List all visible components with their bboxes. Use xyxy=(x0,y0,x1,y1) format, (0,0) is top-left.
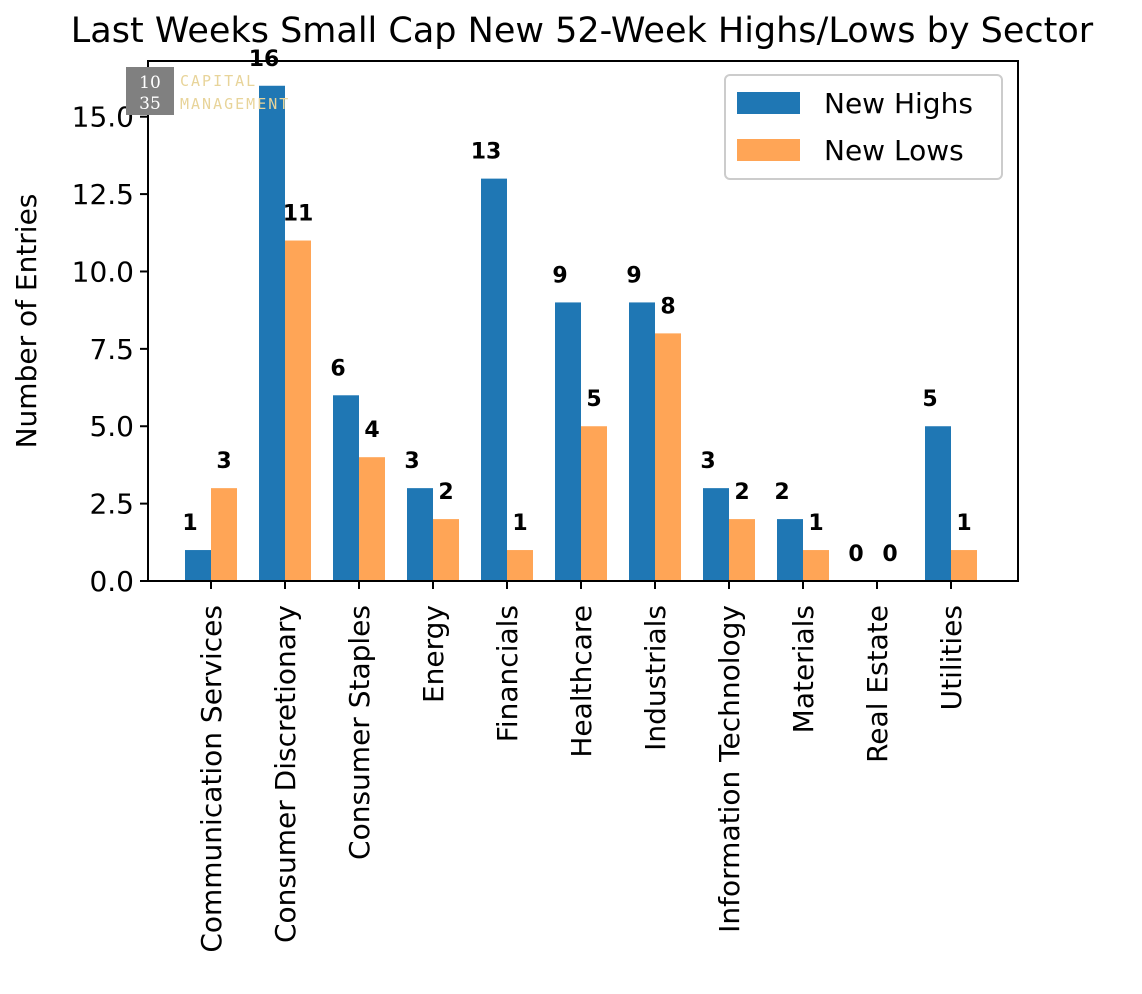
watermark-logo: 10 35 CAPITAL MANAGEMENT xyxy=(126,67,290,115)
bar-new-lows-industrials xyxy=(655,333,681,581)
x-axis: Communication Services Consumer Discretio… xyxy=(195,581,968,953)
chart-title: Last Weeks Small Cap New 52-Week Highs/L… xyxy=(71,11,1094,51)
bar-new-highs-consumer-staples xyxy=(333,395,359,581)
data-label-new-highs-financials: 13 xyxy=(471,140,502,165)
bar-new-lows-consumer-staples xyxy=(359,457,385,581)
legend-label-new-lows: New Lows xyxy=(824,134,964,167)
data-label-new-lows-materials: 1 xyxy=(808,511,823,536)
x-tick-label-information-technology: Information Technology xyxy=(713,605,746,933)
data-label-new-lows-consumer-discretionary: 11 xyxy=(283,202,314,227)
bar-new-highs-financials xyxy=(481,178,507,581)
data-label-new-highs-industrials: 9 xyxy=(626,263,641,288)
x-tick-label-utilities: Utilities xyxy=(935,605,968,710)
watermark-text-management: MANAGEMENT xyxy=(180,95,290,113)
x-tick-label-healthcare: Healthcare xyxy=(565,605,598,758)
y-axis: 0.0 2.5 5.0 7.5 10.0 12.5 15.0 xyxy=(72,101,148,598)
bar-new-lows-materials xyxy=(803,550,829,581)
data-label-new-lows-information-technology: 2 xyxy=(734,480,749,505)
data-label-new-lows-utilities: 1 xyxy=(956,511,971,536)
bar-new-highs-industrials xyxy=(629,302,655,581)
watermark-number-top: 10 xyxy=(139,73,161,93)
watermark-text-capital: CAPITAL xyxy=(180,72,257,90)
data-label-new-lows-financials: 1 xyxy=(512,511,527,536)
data-label-new-highs-energy: 3 xyxy=(404,449,419,474)
data-label-new-lows-communication-services: 3 xyxy=(216,449,231,474)
x-tick-label-industrials: Industrials xyxy=(639,605,672,751)
bars-layer xyxy=(185,85,977,581)
data-label-new-highs-information-technology: 3 xyxy=(700,449,715,474)
data-label-new-highs-consumer-staples: 6 xyxy=(330,356,345,381)
bar-new-highs-consumer-discretionary xyxy=(259,85,285,581)
y-tick-label: 7.5 xyxy=(89,333,134,366)
legend-label-new-highs: New Highs xyxy=(824,87,973,120)
data-label-new-highs-materials: 2 xyxy=(774,480,789,505)
data-label-new-lows-consumer-staples: 4 xyxy=(364,418,379,443)
bar-new-lows-utilities xyxy=(951,550,977,581)
watermark-box xyxy=(126,67,174,115)
bar-new-lows-communication-services xyxy=(211,488,237,581)
legend-swatch-new-highs xyxy=(737,92,800,114)
x-tick-label-consumer-discretionary: Consumer Discretionary xyxy=(269,605,302,943)
y-tick-label: 2.5 xyxy=(89,488,134,521)
data-label-new-highs-utilities: 5 xyxy=(922,387,937,412)
x-tick-label-communication-services: Communication Services xyxy=(195,605,228,953)
bar-new-lows-energy xyxy=(433,519,459,581)
x-tick-label-energy: Energy xyxy=(417,605,450,703)
data-label-new-lows-energy: 2 xyxy=(438,480,453,505)
y-axis-label: Number of Entries xyxy=(10,194,43,449)
legend-swatch-new-lows xyxy=(737,139,800,161)
x-tick-label-financials: Financials xyxy=(491,605,524,742)
data-label-new-lows-industrials: 8 xyxy=(660,294,675,319)
bar-new-lows-healthcare xyxy=(581,426,607,581)
bar-new-lows-information-technology xyxy=(729,519,755,581)
y-tick-label: 10.0 xyxy=(72,255,134,288)
data-label-new-highs-consumer-discretionary: 16 xyxy=(249,47,280,72)
data-label-new-highs-healthcare: 9 xyxy=(552,263,567,288)
y-tick-label: 12.5 xyxy=(72,178,134,211)
plot-frame xyxy=(147,60,1019,582)
y-tick-label: 5.0 xyxy=(89,410,134,443)
data-label-new-highs-real-estate: 0 xyxy=(848,542,863,567)
x-tick-label-materials: Materials xyxy=(787,605,820,733)
data-label-new-lows-real-estate: 0 xyxy=(882,542,897,567)
bar-new-lows-financials xyxy=(507,550,533,581)
y-tick-label: 0.0 xyxy=(89,565,134,598)
bar-new-highs-information-technology xyxy=(703,488,729,581)
x-tick-label-real-estate: Real Estate xyxy=(861,605,894,763)
data-label-new-lows-healthcare: 5 xyxy=(586,387,601,412)
data-label-new-highs-communication-services: 1 xyxy=(182,511,197,536)
watermark-number-bottom: 35 xyxy=(139,94,161,114)
bar-new-highs-energy xyxy=(407,488,433,581)
bar-new-highs-utilities xyxy=(925,426,951,581)
bar-new-lows-consumer-discretionary xyxy=(285,240,311,581)
x-tick-label-consumer-staples: Consumer Staples xyxy=(343,605,376,860)
legend: New Highs New Lows xyxy=(724,74,1003,180)
y-tick-label: 15.0 xyxy=(72,101,134,134)
bar-new-highs-materials xyxy=(777,519,803,581)
bar-new-highs-communication-services xyxy=(185,550,211,581)
bar-new-highs-healthcare xyxy=(555,302,581,581)
